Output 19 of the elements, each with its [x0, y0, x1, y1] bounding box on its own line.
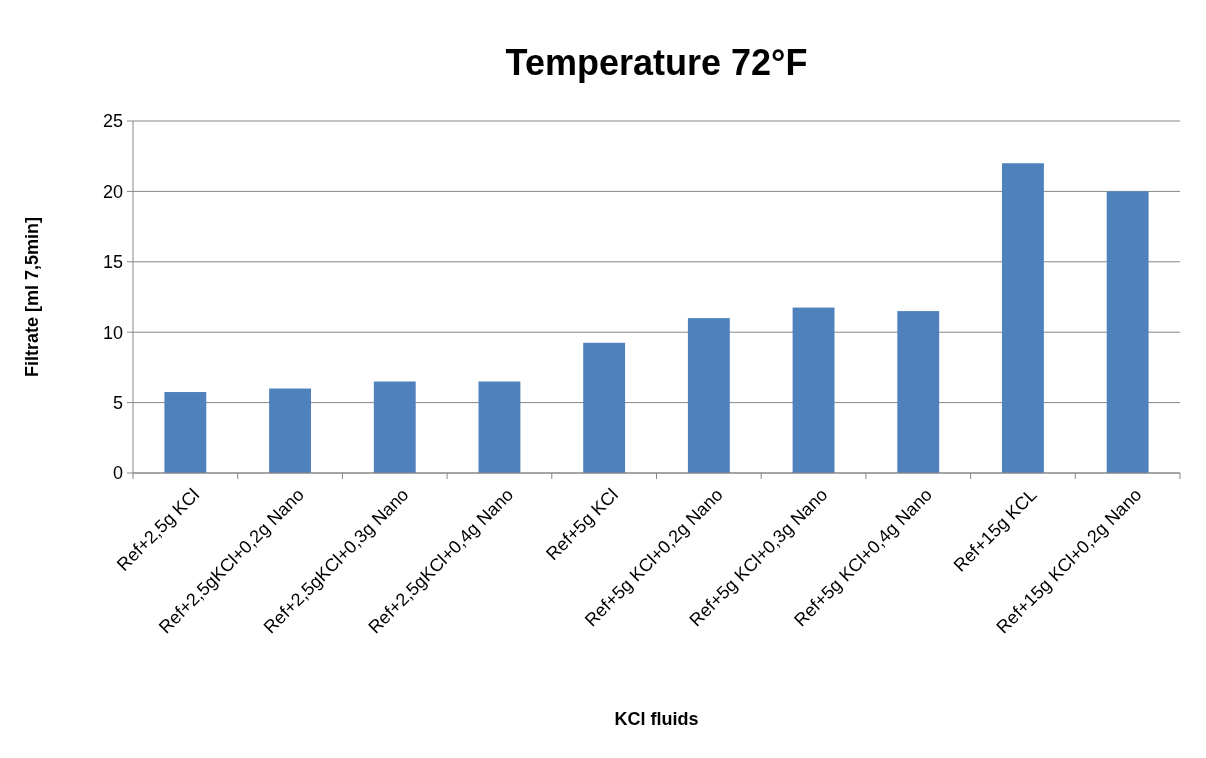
bar: [373, 381, 416, 473]
x-axis-title: KCl fluids: [614, 709, 699, 729]
chart-title: Temperature 72°F: [505, 42, 808, 83]
y-tick-label: 15: [102, 252, 123, 273]
y-tick-label: 10: [102, 322, 123, 343]
y-tick-label: 0: [112, 463, 123, 484]
y-axis-title: Filtrate [ml 7,5min]: [22, 216, 42, 378]
y-tick-label: 20: [102, 181, 123, 202]
y-tick-label: 25: [102, 111, 123, 132]
bar: [1002, 163, 1044, 473]
bar: [1106, 191, 1149, 473]
bar: [897, 311, 940, 473]
bar: [792, 307, 835, 473]
bar: [164, 392, 207, 473]
bar: [687, 318, 730, 473]
y-tick-label: 5: [112, 392, 123, 413]
bar: [269, 388, 311, 473]
bar: [583, 342, 626, 473]
bar: [478, 381, 521, 473]
